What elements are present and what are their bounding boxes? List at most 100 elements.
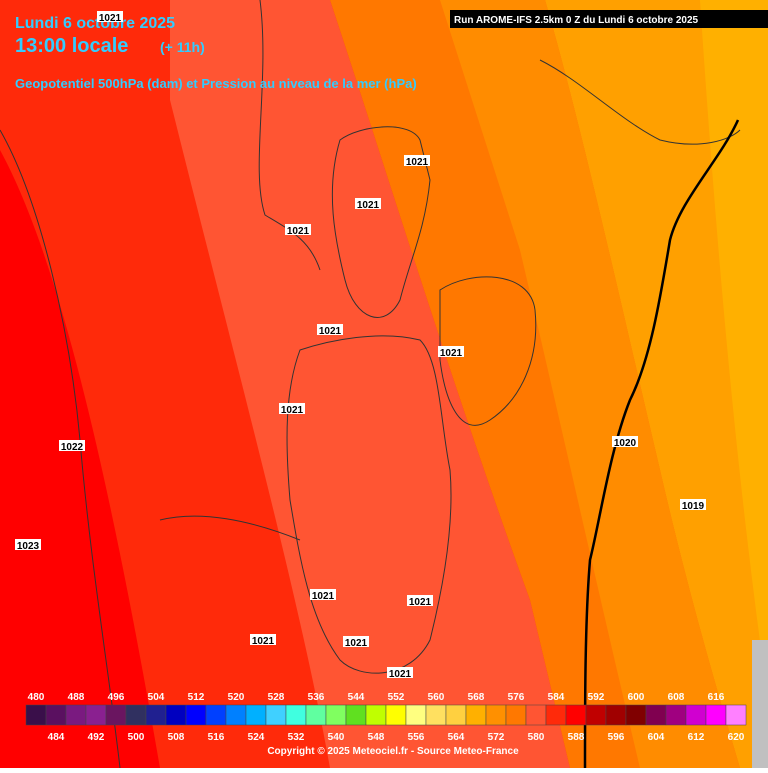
isobar-label: 1021	[312, 591, 335, 602]
colorbar-label: 488	[68, 692, 85, 703]
isobar-label: 1021	[319, 326, 342, 337]
swatch	[545, 704, 567, 726]
swatch	[105, 704, 127, 726]
swatch	[425, 704, 447, 726]
date: Lundi 6 octobre 2025	[15, 15, 175, 32]
isobar-label: 1021	[440, 348, 463, 359]
isobar-label: 1021	[409, 597, 432, 608]
swatch	[485, 704, 507, 726]
colorbar-label: 564	[448, 732, 465, 743]
colorbar-label: 604	[648, 732, 665, 743]
swatch	[265, 704, 287, 726]
band	[170, 0, 570, 768]
colorbar-label: 504	[148, 692, 165, 703]
colorbar-label: 568	[468, 692, 485, 703]
label-bg	[404, 155, 430, 166]
colorbar-label: 528	[268, 692, 285, 703]
swatch	[165, 704, 187, 726]
lead: (+ 11h)	[160, 39, 205, 55]
swatch	[565, 704, 587, 726]
label-bg	[680, 499, 706, 510]
colorbar-label: 548	[368, 732, 385, 743]
label-bg	[387, 667, 413, 678]
swatch	[505, 704, 527, 726]
isobar-label: 1021	[281, 405, 304, 416]
label-bg	[343, 636, 369, 647]
colorbar-label: 612	[688, 732, 705, 743]
colorbar-label: 532	[288, 732, 305, 743]
label-bg	[250, 634, 276, 645]
label-bg	[407, 595, 433, 606]
colorbar-label: 592	[588, 692, 605, 703]
colorbar-label: 508	[168, 732, 185, 743]
colorbar-label: 572	[488, 732, 505, 743]
label-bg	[310, 589, 336, 600]
swatch	[405, 704, 427, 726]
colorbar-label: 608	[668, 692, 685, 703]
colorbar-label: 616	[708, 692, 725, 703]
colorbar-label: 544	[348, 692, 365, 703]
land-mask	[752, 640, 768, 768]
isobar-labels: 1021 1021 1021 1021 1021 1021 1021 1022 1020 1019…	[15, 11, 706, 680]
swatch	[85, 704, 107, 726]
colorbar-label: 536	[308, 692, 325, 703]
swatch	[245, 704, 267, 726]
run: Run AROME-IFS 2.5km 0 Z du Lundi 6 octob…	[454, 15, 699, 26]
colorbar-label: 584	[548, 692, 565, 703]
isobar-label: 1021	[389, 669, 412, 680]
swatch	[125, 704, 147, 726]
colorbar-label: 596	[608, 732, 625, 743]
run-box	[450, 10, 768, 28]
swatch	[645, 704, 667, 726]
colorbar-label: 524	[248, 732, 265, 743]
swatch	[25, 704, 47, 726]
isobar-label: 1021	[345, 638, 368, 649]
swatch	[325, 704, 347, 726]
subtitle: Geopotentiel 500hPa (dam) et Pression au…	[15, 76, 417, 91]
label-bg	[355, 198, 381, 209]
swatch	[465, 704, 487, 726]
band	[700, 0, 768, 700]
swatch	[725, 704, 747, 726]
isobar-label: 1022	[61, 442, 84, 453]
label-bg	[279, 403, 305, 414]
swatch	[145, 704, 167, 726]
isobar-label: 1021	[99, 13, 122, 24]
time: 13:00 locale	[15, 35, 128, 57]
colorbar-label: 560	[428, 692, 445, 703]
border	[583, 119, 740, 769]
label-bg	[285, 224, 311, 235]
colorbar-label: 600	[628, 692, 645, 703]
label-bg	[59, 440, 85, 451]
swatch	[185, 704, 207, 726]
colorbar-label: 580	[528, 732, 545, 743]
label-bg	[317, 324, 343, 335]
isobar-label: 1023	[17, 541, 40, 552]
colorbar-label: 620	[728, 732, 745, 743]
colorbar-label: 500	[128, 732, 145, 743]
colorbar-label: 520	[228, 692, 245, 703]
swatch	[65, 704, 87, 726]
swatch	[525, 704, 547, 726]
isobar-label: 1021	[357, 200, 380, 211]
colorbar-label: 576	[508, 692, 525, 703]
band	[0, 150, 160, 768]
band	[440, 0, 740, 768]
swatch	[225, 704, 247, 726]
swatch	[345, 704, 367, 726]
colorbar-label: 484	[48, 732, 65, 743]
swatch	[365, 704, 387, 726]
colorbar-label: 588	[568, 732, 585, 743]
isobar-label: 1021	[287, 226, 310, 237]
swatch	[45, 704, 67, 726]
label-bg	[97, 11, 123, 22]
label-bg	[438, 346, 464, 357]
swatch	[285, 704, 307, 726]
isobar-label: 1021	[252, 636, 275, 647]
swatch	[665, 704, 687, 726]
label-bg	[612, 436, 638, 447]
swatch	[205, 704, 227, 726]
swatch	[705, 704, 727, 726]
swatch	[605, 704, 627, 726]
